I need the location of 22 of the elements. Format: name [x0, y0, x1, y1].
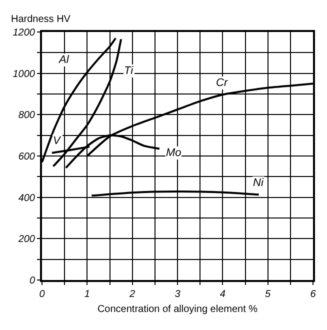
series-label: Cr: [216, 77, 229, 89]
series-label: V: [53, 135, 62, 147]
y-tick-label: 1000: [12, 68, 36, 80]
y-tick-label: 1200: [12, 28, 36, 38]
x-tick-label: 5: [265, 289, 272, 300]
x-tick-label: 1: [84, 289, 90, 300]
series-label: Ni: [253, 177, 264, 189]
y-axis-title: Hardness HV: [11, 14, 71, 25]
y-tick-label: 800: [18, 110, 36, 122]
y-tick-label: 0: [29, 276, 36, 286]
x-axis-title: Concentration of alloying element %: [97, 304, 258, 315]
x-tick-label: 6: [310, 289, 316, 300]
x-tick-label: 3: [174, 289, 181, 300]
y-tick-label: 600: [18, 152, 36, 162]
series-label: Ti: [124, 65, 134, 77]
series-label: Mo: [166, 147, 182, 159]
y-tick-label: 400: [18, 192, 36, 204]
y-tick-label: 200: [17, 234, 36, 246]
series-label: Al: [58, 54, 70, 66]
x-tick-label: 2: [128, 289, 136, 300]
x-tick-label: 0: [39, 289, 46, 300]
x-tick-label: 4: [220, 289, 226, 300]
